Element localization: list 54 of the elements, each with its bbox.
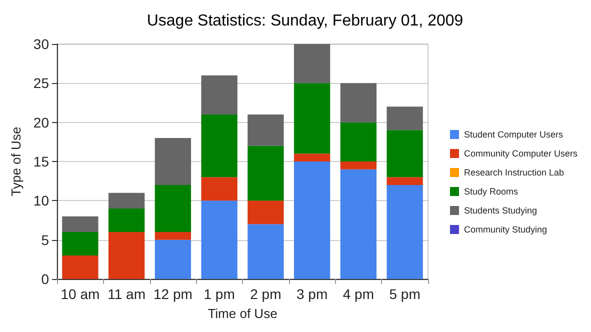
bar bbox=[294, 44, 330, 84]
bar bbox=[340, 83, 377, 122]
bar bbox=[154, 185, 192, 232]
x-tick-label: 1 pm bbox=[204, 286, 235, 302]
bar bbox=[154, 240, 192, 279]
legend-label: Community Computer Users bbox=[464, 148, 578, 158]
legend-label: Research Instruction Lab bbox=[464, 168, 564, 178]
bar bbox=[201, 177, 238, 201]
legend-label: Students Studying bbox=[464, 206, 538, 216]
bar bbox=[294, 83, 330, 154]
y-tick-label: 5 bbox=[41, 232, 50, 248]
bar bbox=[62, 256, 98, 279]
bar bbox=[340, 162, 377, 170]
bar bbox=[108, 192, 145, 208]
bar bbox=[62, 232, 98, 256]
y-tick-label: 15 bbox=[33, 154, 50, 170]
bar bbox=[386, 106, 423, 130]
bar bbox=[248, 114, 284, 146]
x-tick-label: 11 am bbox=[108, 286, 146, 302]
bar bbox=[108, 208, 145, 232]
x-tick-label: 5 pm bbox=[389, 286, 420, 302]
bar bbox=[62, 216, 98, 232]
bar bbox=[201, 114, 238, 178]
bar bbox=[248, 200, 284, 224]
bar bbox=[386, 185, 423, 279]
bar bbox=[154, 138, 192, 185]
x-axis-title: Time of Use bbox=[208, 306, 278, 321]
y-tick-label: 20 bbox=[33, 114, 50, 130]
bar bbox=[340, 122, 377, 162]
x-tick-label: 3 pm bbox=[296, 286, 328, 302]
bar bbox=[154, 232, 192, 240]
x-tick-label: 2 pm bbox=[250, 286, 282, 302]
legend-label: Study Rooms bbox=[464, 186, 519, 196]
y-tick-label: 10 bbox=[33, 192, 50, 209]
bar bbox=[386, 130, 423, 178]
bar bbox=[340, 169, 377, 279]
y-tick-label: 0 bbox=[41, 271, 50, 287]
bar bbox=[294, 154, 330, 162]
y-axis-title: Type of Use bbox=[8, 126, 24, 196]
x-tick-label: 10 am bbox=[60, 286, 100, 302]
legend-label: Student Computer Users bbox=[464, 130, 564, 140]
bar bbox=[248, 224, 284, 279]
y-tick-label: 25 bbox=[33, 75, 50, 92]
bar bbox=[386, 177, 423, 185]
bar bbox=[294, 162, 330, 279]
y-tick-label: 30 bbox=[33, 36, 50, 52]
bar bbox=[248, 146, 284, 201]
bar bbox=[201, 200, 238, 279]
legend-label: Community Studying bbox=[464, 224, 548, 234]
bar bbox=[108, 232, 145, 279]
bar bbox=[201, 75, 238, 114]
chart-title: Usage Statistics: Sunday, February 01, 2009 bbox=[146, 12, 464, 30]
x-tick-label: 4 pm bbox=[342, 286, 374, 302]
x-tick-label: 12 pm bbox=[153, 286, 192, 302]
